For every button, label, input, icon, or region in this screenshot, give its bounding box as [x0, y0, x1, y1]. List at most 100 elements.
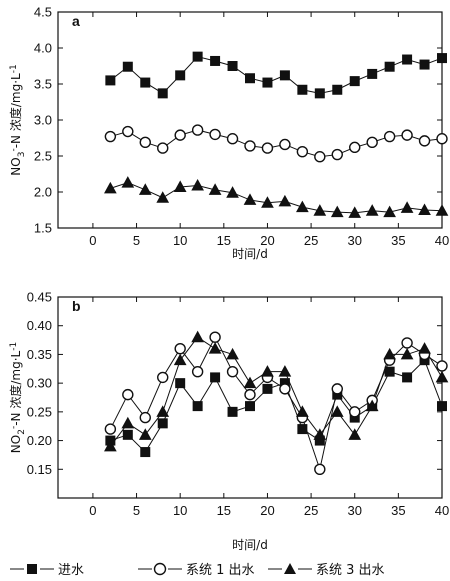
x-axis-label: 时间/d [232, 538, 268, 552]
y-tick-label: 4.5 [34, 5, 52, 20]
data-point [209, 128, 221, 141]
data-point [157, 88, 168, 99]
x-tick-label: 10 [173, 503, 187, 518]
data-point [210, 372, 221, 383]
legend-label: 系统 1 出水 [186, 563, 255, 578]
data-point [314, 463, 326, 475]
y-tick-label: 1.5 [34, 221, 52, 236]
y-tick-label: 2.0 [34, 185, 52, 200]
data-point [296, 405, 309, 417]
data-point [278, 365, 292, 377]
data-point [279, 70, 290, 81]
data-point [349, 76, 360, 87]
data-point [314, 88, 325, 99]
data-point [140, 77, 151, 88]
data-point [122, 125, 134, 138]
x-tick-label: 40 [435, 233, 449, 248]
data-point [436, 360, 448, 372]
data-point [297, 424, 308, 435]
y-tick-label: 0.25 [27, 404, 52, 419]
data-point [296, 200, 309, 213]
data-point [173, 180, 187, 192]
data-point [384, 61, 395, 72]
data-point [349, 406, 361, 418]
data-point [105, 75, 116, 86]
data-point [245, 401, 255, 412]
y-axis-label: NO2--N 浓度/mg·L-1 [8, 342, 27, 453]
data-point [330, 205, 344, 218]
y-tick-label: 3.5 [34, 77, 52, 92]
data-point [210, 55, 221, 66]
x-tick-label: 25 [304, 503, 318, 518]
data-point [243, 193, 257, 205]
data-point [401, 337, 413, 349]
data-point [383, 130, 396, 143]
data-point [191, 178, 204, 191]
data-point [138, 428, 152, 440]
data-point [279, 138, 291, 151]
x-tick-label: 25 [304, 233, 318, 248]
y-axis-label-group: NO3--N 浓度/mg·L-1 [8, 64, 27, 175]
x-tick-label: 40 [435, 503, 449, 518]
data-point [173, 353, 187, 366]
y-tick-label: 0.30 [27, 376, 52, 391]
data-point [261, 196, 274, 208]
data-point [418, 203, 431, 215]
data-point [418, 342, 431, 354]
data-point [104, 130, 117, 143]
legend-marker [284, 563, 296, 574]
x-tick-label: 15 [217, 503, 231, 518]
data-point [402, 372, 413, 383]
data-point [244, 140, 256, 152]
y-tick-label: 0.20 [27, 433, 52, 448]
data-point [437, 401, 447, 412]
data-point [365, 204, 379, 216]
legend-marker [27, 564, 37, 574]
x-axis-label: 时间/d [232, 247, 268, 261]
data-point [140, 447, 151, 458]
data-point [314, 151, 326, 163]
y-axis-label: NO3--N 浓度/mg·L-1 [8, 64, 27, 175]
data-point [383, 205, 396, 218]
data-point [156, 191, 170, 203]
y-axis-label-group: NO2--N 浓度/mg·L-1 [8, 342, 27, 453]
data-point [400, 347, 414, 360]
data-point [191, 124, 204, 136]
data-point [349, 141, 361, 154]
data-point [226, 186, 239, 198]
legend-marker [153, 562, 167, 576]
y-tick-label: 4.0 [34, 41, 52, 56]
data-point [104, 423, 117, 435]
x-tick-label: 20 [260, 503, 274, 518]
data-point [262, 383, 273, 394]
x-tick-label: 5 [133, 233, 140, 248]
data-point [244, 388, 256, 401]
data-point [104, 181, 117, 194]
data-point [121, 416, 135, 429]
data-point [437, 53, 447, 64]
data-point [226, 347, 239, 360]
x-tick-label: 10 [173, 233, 187, 248]
data-point [401, 129, 413, 141]
data-point [156, 405, 170, 417]
data-point [227, 61, 238, 71]
data-point [402, 54, 413, 65]
data-point [157, 418, 168, 429]
data-point [384, 366, 395, 377]
x-tick-label: 5 [133, 503, 140, 518]
data-point [157, 142, 169, 154]
x-tick-label: 20 [260, 233, 274, 248]
data-point [365, 399, 379, 412]
data-point [366, 136, 378, 149]
panel-b: b 0 5 10 15 20 25 30 35 40 0.15 0.20 0.25 0.30 0.35 0.4… [8, 290, 449, 553]
data-point [174, 129, 186, 141]
data-point [122, 429, 133, 440]
plot-frame [57, 296, 443, 499]
data-point [313, 204, 327, 216]
data-point [279, 383, 291, 395]
legend-label: 进水 [58, 563, 84, 578]
data-point [175, 70, 186, 81]
panel-label: b [72, 298, 81, 314]
data-point [191, 330, 204, 343]
data-point [104, 439, 117, 452]
